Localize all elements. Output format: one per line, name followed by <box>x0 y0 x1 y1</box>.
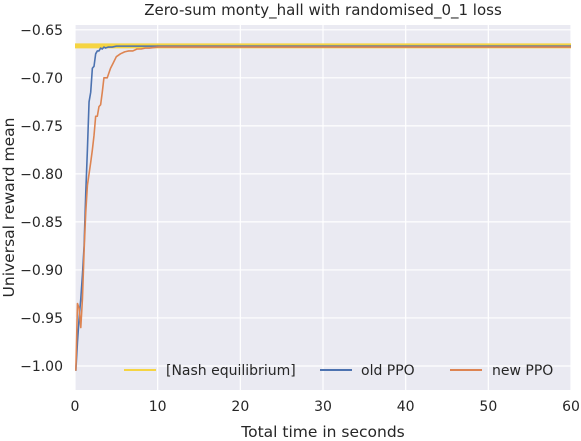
series-line-new-ppo <box>75 46 571 371</box>
y-tick-label: −0.65 <box>20 23 63 39</box>
series-layer <box>75 43 571 371</box>
y-tick-label: −0.85 <box>20 215 63 231</box>
x-tick-label: 10 <box>149 399 167 415</box>
x-tick-label: 0 <box>71 399 80 415</box>
y-tick-label: −0.95 <box>20 311 63 327</box>
grid <box>74 25 572 390</box>
x-tick-label: 50 <box>479 399 497 415</box>
x-tick-labels: 0 10 20 30 40 50 60 <box>71 399 580 415</box>
x-tick-label: 60 <box>562 399 580 415</box>
y-tick-labels: −0.65 −0.70 −0.75 −0.80 −0.85 −0.90 −0.95 −1.00 <box>20 23 63 375</box>
legend-label-new-ppo: new PPO <box>492 363 553 379</box>
x-tick-label: 40 <box>397 399 415 415</box>
x-axis-label: Total time in seconds <box>240 423 404 441</box>
chart-title: Zero-sum monty_hall with randomised_0_1 … <box>144 1 502 20</box>
y-axis-label: Universal reward mean <box>0 118 18 298</box>
legend: [Nash equilibrium] old PPO new PPO <box>124 363 553 379</box>
y-tick-label: −0.90 <box>20 263 63 279</box>
y-tick-label: −0.75 <box>20 119 63 135</box>
legend-label-old-ppo: old PPO <box>361 363 415 379</box>
x-tick-label: 20 <box>231 399 249 415</box>
y-tick-label: −0.70 <box>20 71 63 87</box>
x-tick-label: 30 <box>314 399 332 415</box>
legend-label-nash-equilibrium: [Nash equilibrium] <box>166 363 296 379</box>
y-tick-label: −1.00 <box>20 359 63 375</box>
y-tick-label: −0.80 <box>20 167 63 183</box>
